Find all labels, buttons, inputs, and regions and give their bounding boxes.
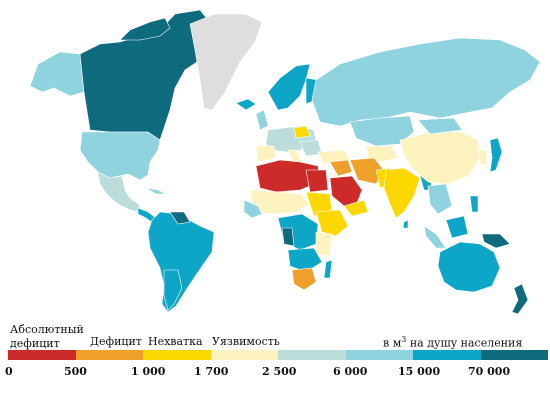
west-africa	[243, 199, 263, 219]
tick-0: 0	[5, 365, 13, 378]
argentina	[163, 269, 183, 311]
mexico	[97, 171, 141, 213]
usa	[79, 131, 161, 181]
iberia	[255, 145, 277, 163]
legend-unit-exp: 3	[401, 335, 407, 344]
new-guinea	[481, 233, 511, 249]
legend-unit: в м3 на душу населения	[383, 335, 522, 350]
china	[399, 131, 481, 185]
alaska	[29, 51, 85, 97]
arctic-islands	[119, 17, 171, 41]
legend-swatch-8	[480, 350, 548, 360]
uk	[255, 109, 269, 131]
legend-vuln: Уязвимость	[212, 335, 280, 348]
egypt	[305, 169, 329, 193]
venezuela	[169, 211, 191, 225]
legend-absolute-line1: Абсолютный	[10, 323, 84, 336]
legend-unit-suffix: на душу населения	[406, 336, 523, 350]
legend-stress: Нехватка	[148, 335, 203, 348]
tick-500: 500	[64, 365, 87, 378]
madagascar	[323, 259, 333, 279]
legend-color-bar	[8, 350, 548, 360]
legend-swatch-7	[413, 350, 481, 360]
poland	[293, 125, 311, 139]
tick-1000: 1 000	[131, 365, 166, 378]
world-map	[29, 9, 541, 315]
sumatra	[423, 225, 447, 249]
japan	[489, 137, 503, 173]
tick-2500: 2 500	[262, 365, 297, 378]
tick-70000: 70 000	[468, 365, 511, 378]
philippines	[469, 195, 479, 213]
legend-deficit: Дефицит	[90, 335, 142, 348]
mongolia	[417, 117, 463, 135]
russia	[311, 37, 541, 127]
legend-swatch-1	[8, 350, 76, 360]
scandinavia	[267, 63, 311, 111]
cuba	[145, 187, 167, 195]
borneo	[445, 215, 469, 239]
tick-6000: 6 000	[333, 365, 368, 378]
angola-zambia	[287, 247, 323, 273]
tick-1700: 1 700	[194, 365, 229, 378]
east-africa	[315, 231, 333, 257]
iraq-syria	[329, 159, 353, 177]
gabon-congo	[281, 227, 295, 247]
legend-swatch-3	[143, 350, 211, 360]
tick-15000: 15 000	[398, 365, 441, 378]
south-america	[147, 211, 215, 313]
india	[383, 167, 421, 219]
indochina	[427, 183, 453, 215]
saudi-arabia	[329, 175, 363, 207]
legend-unit-prefix: в м	[383, 336, 402, 350]
legend-swatch-6	[345, 350, 413, 360]
iceland	[235, 98, 257, 111]
yemen-oman	[343, 199, 369, 217]
legend-swatch-5	[278, 350, 346, 360]
ethiopia-somalia	[315, 209, 349, 237]
legend-swatch-2	[75, 350, 143, 360]
sri-lanka	[402, 219, 409, 229]
new-zealand	[511, 283, 529, 315]
southern-africa	[291, 267, 317, 291]
legend-swatch-4	[210, 350, 278, 360]
australia	[437, 241, 501, 293]
legend-absolute-line2: дефицит	[10, 337, 60, 350]
korea	[477, 149, 487, 165]
greenland	[189, 13, 263, 111]
